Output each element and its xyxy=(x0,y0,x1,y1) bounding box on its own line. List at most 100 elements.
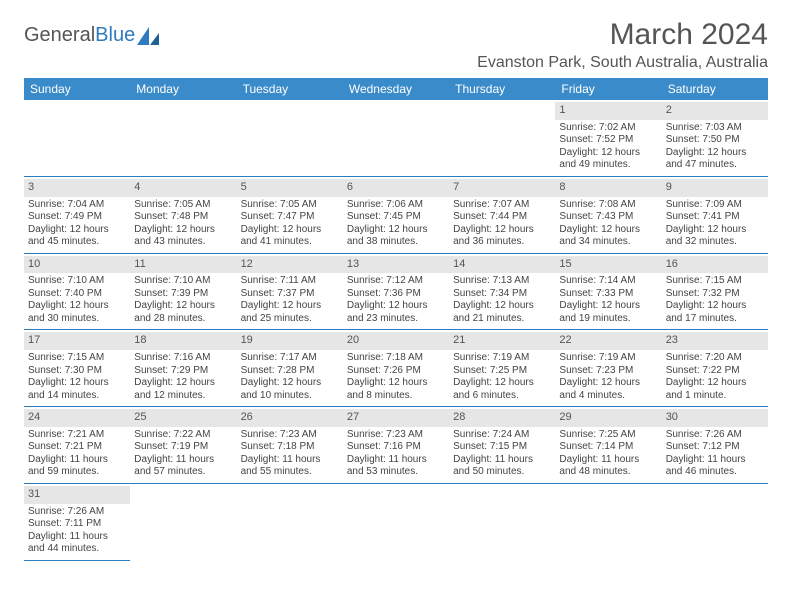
day-number: 7 xyxy=(449,179,555,197)
day-cell: 11Sunrise: 7:10 AMSunset: 7:39 PMDayligh… xyxy=(130,253,236,330)
sunrise-text: Sunrise: 7:05 AM xyxy=(134,199,232,212)
day-cell: 9Sunrise: 7:09 AMSunset: 7:41 PMDaylight… xyxy=(662,176,768,253)
daylight-text: and 57 minutes. xyxy=(134,466,232,479)
sunset-text: Sunset: 7:50 PM xyxy=(666,134,764,147)
header: GeneralBlue March 2024 Evanston Park, So… xyxy=(24,18,768,72)
daylight-text: and 48 minutes. xyxy=(559,466,657,479)
sunset-text: Sunset: 7:18 PM xyxy=(241,441,339,454)
day-cell: 21Sunrise: 7:19 AMSunset: 7:25 PMDayligh… xyxy=(449,330,555,407)
daylight-text: Daylight: 12 hours xyxy=(134,224,232,237)
daylight-text: and 23 minutes. xyxy=(347,313,445,326)
sunset-text: Sunset: 7:21 PM xyxy=(28,441,126,454)
day-header-friday: Friday xyxy=(555,78,661,100)
daylight-text: and 17 minutes. xyxy=(666,313,764,326)
week-row: 1Sunrise: 7:02 AMSunset: 7:52 PMDaylight… xyxy=(24,100,768,176)
daylight-text: and 1 minute. xyxy=(666,390,764,403)
sunrise-text: Sunrise: 7:22 AM xyxy=(134,429,232,442)
daylight-text: Daylight: 12 hours xyxy=(347,300,445,313)
daylight-text: and 25 minutes. xyxy=(241,313,339,326)
day-cell: 28Sunrise: 7:24 AMSunset: 7:15 PMDayligh… xyxy=(449,407,555,484)
day-number: 10 xyxy=(24,256,130,274)
week-row: 10Sunrise: 7:10 AMSunset: 7:40 PMDayligh… xyxy=(24,253,768,330)
day-cell: 30Sunrise: 7:26 AMSunset: 7:12 PMDayligh… xyxy=(662,407,768,484)
sunset-text: Sunset: 7:34 PM xyxy=(453,288,551,301)
day-number: 17 xyxy=(24,332,130,350)
sunrise-text: Sunrise: 7:26 AM xyxy=(666,429,764,442)
day-cell: 19Sunrise: 7:17 AMSunset: 7:28 PMDayligh… xyxy=(237,330,343,407)
daylight-text: Daylight: 12 hours xyxy=(559,300,657,313)
day-cell: 13Sunrise: 7:12 AMSunset: 7:36 PMDayligh… xyxy=(343,253,449,330)
daylight-text: Daylight: 12 hours xyxy=(241,377,339,390)
day-cell: 17Sunrise: 7:15 AMSunset: 7:30 PMDayligh… xyxy=(24,330,130,407)
day-number: 15 xyxy=(555,256,661,274)
sunset-text: Sunset: 7:52 PM xyxy=(559,134,657,147)
sunset-text: Sunset: 7:40 PM xyxy=(28,288,126,301)
month-title: March 2024 xyxy=(477,18,768,52)
sunset-text: Sunset: 7:44 PM xyxy=(453,211,551,224)
day-number: 25 xyxy=(130,409,236,427)
daylight-text: Daylight: 11 hours xyxy=(28,531,126,544)
day-header-sunday: Sunday xyxy=(24,78,130,100)
sunset-text: Sunset: 7:16 PM xyxy=(347,441,445,454)
day-number: 1 xyxy=(555,102,661,120)
sunset-text: Sunset: 7:12 PM xyxy=(666,441,764,454)
empty-cell xyxy=(555,483,661,560)
empty-cell xyxy=(130,100,236,176)
day-cell: 6Sunrise: 7:06 AMSunset: 7:45 PMDaylight… xyxy=(343,176,449,253)
day-cell: 23Sunrise: 7:20 AMSunset: 7:22 PMDayligh… xyxy=(662,330,768,407)
day-cell: 12Sunrise: 7:11 AMSunset: 7:37 PMDayligh… xyxy=(237,253,343,330)
daylight-text: and 14 minutes. xyxy=(28,390,126,403)
daylight-text: and 4 minutes. xyxy=(559,390,657,403)
daylight-text: Daylight: 11 hours xyxy=(134,454,232,467)
sunset-text: Sunset: 7:37 PM xyxy=(241,288,339,301)
daylight-text: and 43 minutes. xyxy=(134,236,232,249)
sunset-text: Sunset: 7:32 PM xyxy=(666,288,764,301)
day-cell: 1Sunrise: 7:02 AMSunset: 7:52 PMDaylight… xyxy=(555,100,661,176)
day-cell: 7Sunrise: 7:07 AMSunset: 7:44 PMDaylight… xyxy=(449,176,555,253)
sunset-text: Sunset: 7:47 PM xyxy=(241,211,339,224)
sunrise-text: Sunrise: 7:14 AM xyxy=(559,275,657,288)
sunrise-text: Sunrise: 7:15 AM xyxy=(28,352,126,365)
sunrise-text: Sunrise: 7:18 AM xyxy=(347,352,445,365)
day-cell: 27Sunrise: 7:23 AMSunset: 7:16 PMDayligh… xyxy=(343,407,449,484)
daylight-text: Daylight: 12 hours xyxy=(559,224,657,237)
sunrise-text: Sunrise: 7:09 AM xyxy=(666,199,764,212)
daylight-text: and 55 minutes. xyxy=(241,466,339,479)
day-number: 4 xyxy=(130,179,236,197)
sunset-text: Sunset: 7:15 PM xyxy=(453,441,551,454)
week-row: 24Sunrise: 7:21 AMSunset: 7:21 PMDayligh… xyxy=(24,407,768,484)
sunrise-text: Sunrise: 7:07 AM xyxy=(453,199,551,212)
sunset-text: Sunset: 7:49 PM xyxy=(28,211,126,224)
daylight-text: and 34 minutes. xyxy=(559,236,657,249)
day-cell: 26Sunrise: 7:23 AMSunset: 7:18 PMDayligh… xyxy=(237,407,343,484)
daylight-text: and 59 minutes. xyxy=(28,466,126,479)
sunset-text: Sunset: 7:29 PM xyxy=(134,365,232,378)
day-number: 8 xyxy=(555,179,661,197)
day-cell: 3Sunrise: 7:04 AMSunset: 7:49 PMDaylight… xyxy=(24,176,130,253)
daylight-text: Daylight: 12 hours xyxy=(666,224,764,237)
daylight-text: and 45 minutes. xyxy=(28,236,126,249)
empty-cell xyxy=(449,483,555,560)
location: Evanston Park, South Australia, Australi… xyxy=(477,54,768,72)
day-cell: 29Sunrise: 7:25 AMSunset: 7:14 PMDayligh… xyxy=(555,407,661,484)
sunset-text: Sunset: 7:19 PM xyxy=(134,441,232,454)
sunrise-text: Sunrise: 7:24 AM xyxy=(453,429,551,442)
week-row: 17Sunrise: 7:15 AMSunset: 7:30 PMDayligh… xyxy=(24,330,768,407)
sunrise-text: Sunrise: 7:08 AM xyxy=(559,199,657,212)
daylight-text: Daylight: 12 hours xyxy=(134,377,232,390)
day-number: 30 xyxy=(662,409,768,427)
daylight-text: Daylight: 12 hours xyxy=(559,147,657,160)
daylight-text: Daylight: 11 hours xyxy=(347,454,445,467)
sunrise-text: Sunrise: 7:17 AM xyxy=(241,352,339,365)
day-cell: 14Sunrise: 7:13 AMSunset: 7:34 PMDayligh… xyxy=(449,253,555,330)
daylight-text: and 44 minutes. xyxy=(28,543,126,556)
sunrise-text: Sunrise: 7:06 AM xyxy=(347,199,445,212)
sunrise-text: Sunrise: 7:16 AM xyxy=(134,352,232,365)
day-cell: 16Sunrise: 7:15 AMSunset: 7:32 PMDayligh… xyxy=(662,253,768,330)
day-number: 19 xyxy=(237,332,343,350)
daylight-text: and 30 minutes. xyxy=(28,313,126,326)
daylight-text: Daylight: 12 hours xyxy=(666,147,764,160)
daylight-text: Daylight: 12 hours xyxy=(666,300,764,313)
daylight-text: and 32 minutes. xyxy=(666,236,764,249)
daylight-text: Daylight: 11 hours xyxy=(28,454,126,467)
